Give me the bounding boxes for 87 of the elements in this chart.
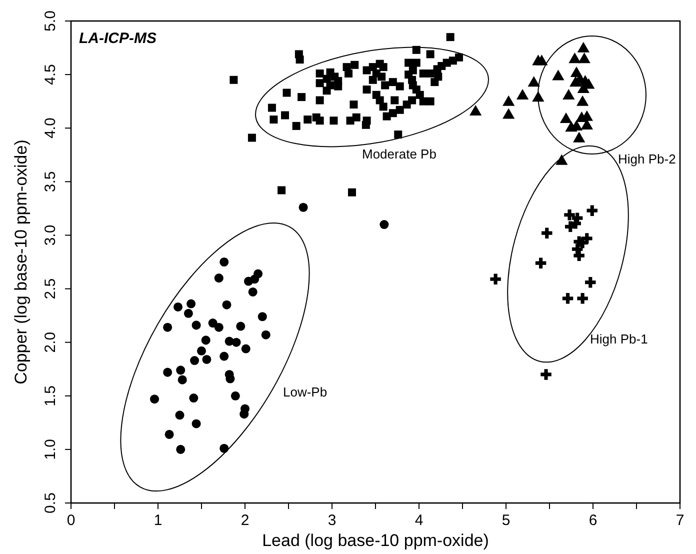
point bbox=[261, 330, 270, 340]
annotation: Low-Pb bbox=[283, 384, 328, 400]
point bbox=[573, 132, 586, 142]
annotation: Moderate Pb bbox=[362, 146, 436, 162]
x-tick-label: 0 bbox=[66, 512, 76, 529]
point bbox=[586, 205, 598, 216]
annotation: LA-ICP-MS bbox=[79, 30, 156, 47]
point bbox=[201, 336, 210, 345]
point bbox=[150, 394, 160, 404]
point bbox=[556, 154, 568, 165]
point bbox=[536, 54, 548, 66]
point bbox=[582, 233, 592, 244]
point bbox=[542, 228, 552, 238]
point bbox=[564, 210, 575, 220]
point bbox=[208, 318, 218, 328]
point bbox=[176, 366, 186, 375]
point bbox=[196, 346, 206, 356]
point bbox=[240, 410, 249, 419]
point bbox=[552, 70, 564, 80]
point bbox=[186, 299, 196, 308]
point bbox=[574, 250, 584, 261]
point bbox=[577, 42, 590, 52]
point bbox=[214, 322, 224, 332]
point bbox=[173, 302, 183, 312]
point bbox=[380, 220, 389, 230]
point bbox=[258, 312, 267, 322]
x-tick-label: 3 bbox=[328, 512, 336, 529]
point bbox=[164, 430, 174, 439]
point bbox=[576, 95, 589, 106]
point bbox=[178, 375, 187, 384]
point bbox=[560, 112, 572, 124]
point bbox=[298, 202, 308, 212]
point bbox=[220, 352, 229, 361]
point bbox=[222, 300, 232, 310]
point bbox=[175, 410, 184, 420]
x-tick-label: 5 bbox=[502, 512, 510, 529]
point bbox=[578, 52, 590, 64]
point bbox=[192, 320, 201, 330]
y-axis-title: Copper (log base-10 ppm-oxide) bbox=[11, 140, 30, 384]
point bbox=[248, 287, 258, 296]
y-tick-label: 2.0 bbox=[42, 332, 59, 353]
annotation: High Pb-1 bbox=[590, 331, 648, 346]
point bbox=[516, 88, 529, 100]
point bbox=[236, 322, 246, 331]
y-tick-label: 2.5 bbox=[42, 278, 59, 300]
point bbox=[189, 394, 198, 403]
point bbox=[214, 274, 224, 283]
point bbox=[568, 52, 581, 64]
point bbox=[202, 354, 212, 364]
point bbox=[585, 276, 596, 288]
point bbox=[163, 322, 172, 332]
y-tick-label: 5.0 bbox=[42, 10, 59, 32]
point bbox=[250, 274, 260, 284]
y-tick-label: 0.5 bbox=[42, 492, 59, 514]
point bbox=[577, 293, 588, 304]
point bbox=[562, 88, 575, 100]
x-tick-label: 2 bbox=[240, 512, 250, 529]
x-tick-label: 6 bbox=[588, 512, 598, 529]
x-tick-label: 7 bbox=[676, 512, 684, 529]
point bbox=[241, 344, 250, 354]
point bbox=[562, 293, 574, 304]
point bbox=[192, 419, 201, 428]
point bbox=[535, 258, 546, 268]
y-tick-label: 1.0 bbox=[42, 439, 59, 460]
point bbox=[230, 391, 240, 400]
point bbox=[220, 257, 229, 267]
point bbox=[540, 369, 552, 380]
point bbox=[190, 356, 200, 366]
point bbox=[570, 76, 582, 87]
y-tick-label: 3.5 bbox=[42, 171, 59, 192]
point bbox=[528, 76, 540, 87]
y-tick-label: 1.5 bbox=[42, 385, 59, 406]
x-axis-title: Lead (log base-10 ppm-oxide) bbox=[262, 531, 489, 550]
annotation: High Pb-2 bbox=[618, 151, 676, 166]
point bbox=[232, 338, 241, 347]
point bbox=[502, 95, 515, 106]
y-tick-label: 4.0 bbox=[42, 118, 59, 139]
point bbox=[184, 308, 193, 318]
point bbox=[502, 108, 515, 119]
point bbox=[490, 274, 501, 285]
y-tick-label: 4.5 bbox=[42, 64, 59, 85]
point bbox=[163, 368, 172, 377]
y-tick-label: 3.0 bbox=[42, 224, 59, 246]
x-tick-label: 4 bbox=[414, 512, 424, 529]
point bbox=[176, 444, 186, 454]
x-tick-label: 1 bbox=[154, 512, 162, 529]
point bbox=[469, 105, 482, 116]
